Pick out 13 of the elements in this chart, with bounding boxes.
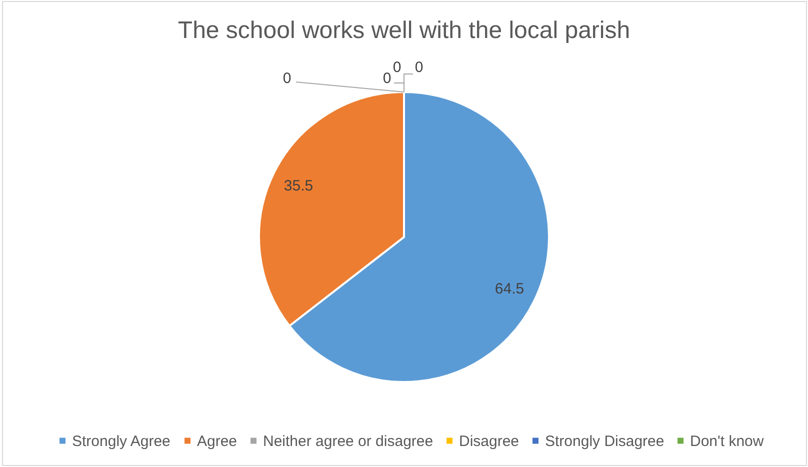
- legend-label: Don't know: [690, 432, 764, 450]
- data-label: 64.5: [494, 280, 524, 298]
- text: 0: [282, 70, 292, 87]
- text: 0: [414, 59, 424, 76]
- legend-label: Agree: [197, 432, 238, 450]
- text: 0: [382, 70, 392, 87]
- legend-label: Strongly Agree: [72, 432, 170, 450]
- text: 0: [392, 59, 402, 76]
- legend-label: Neither agree or disagree: [263, 432, 434, 450]
- legend-label: Disagree: [459, 432, 520, 450]
- chart-title: The school works well with the local parish: [178, 17, 630, 44]
- legend-label: Strongly Disagree: [545, 432, 664, 450]
- data-label: 35.5: [284, 177, 314, 194]
